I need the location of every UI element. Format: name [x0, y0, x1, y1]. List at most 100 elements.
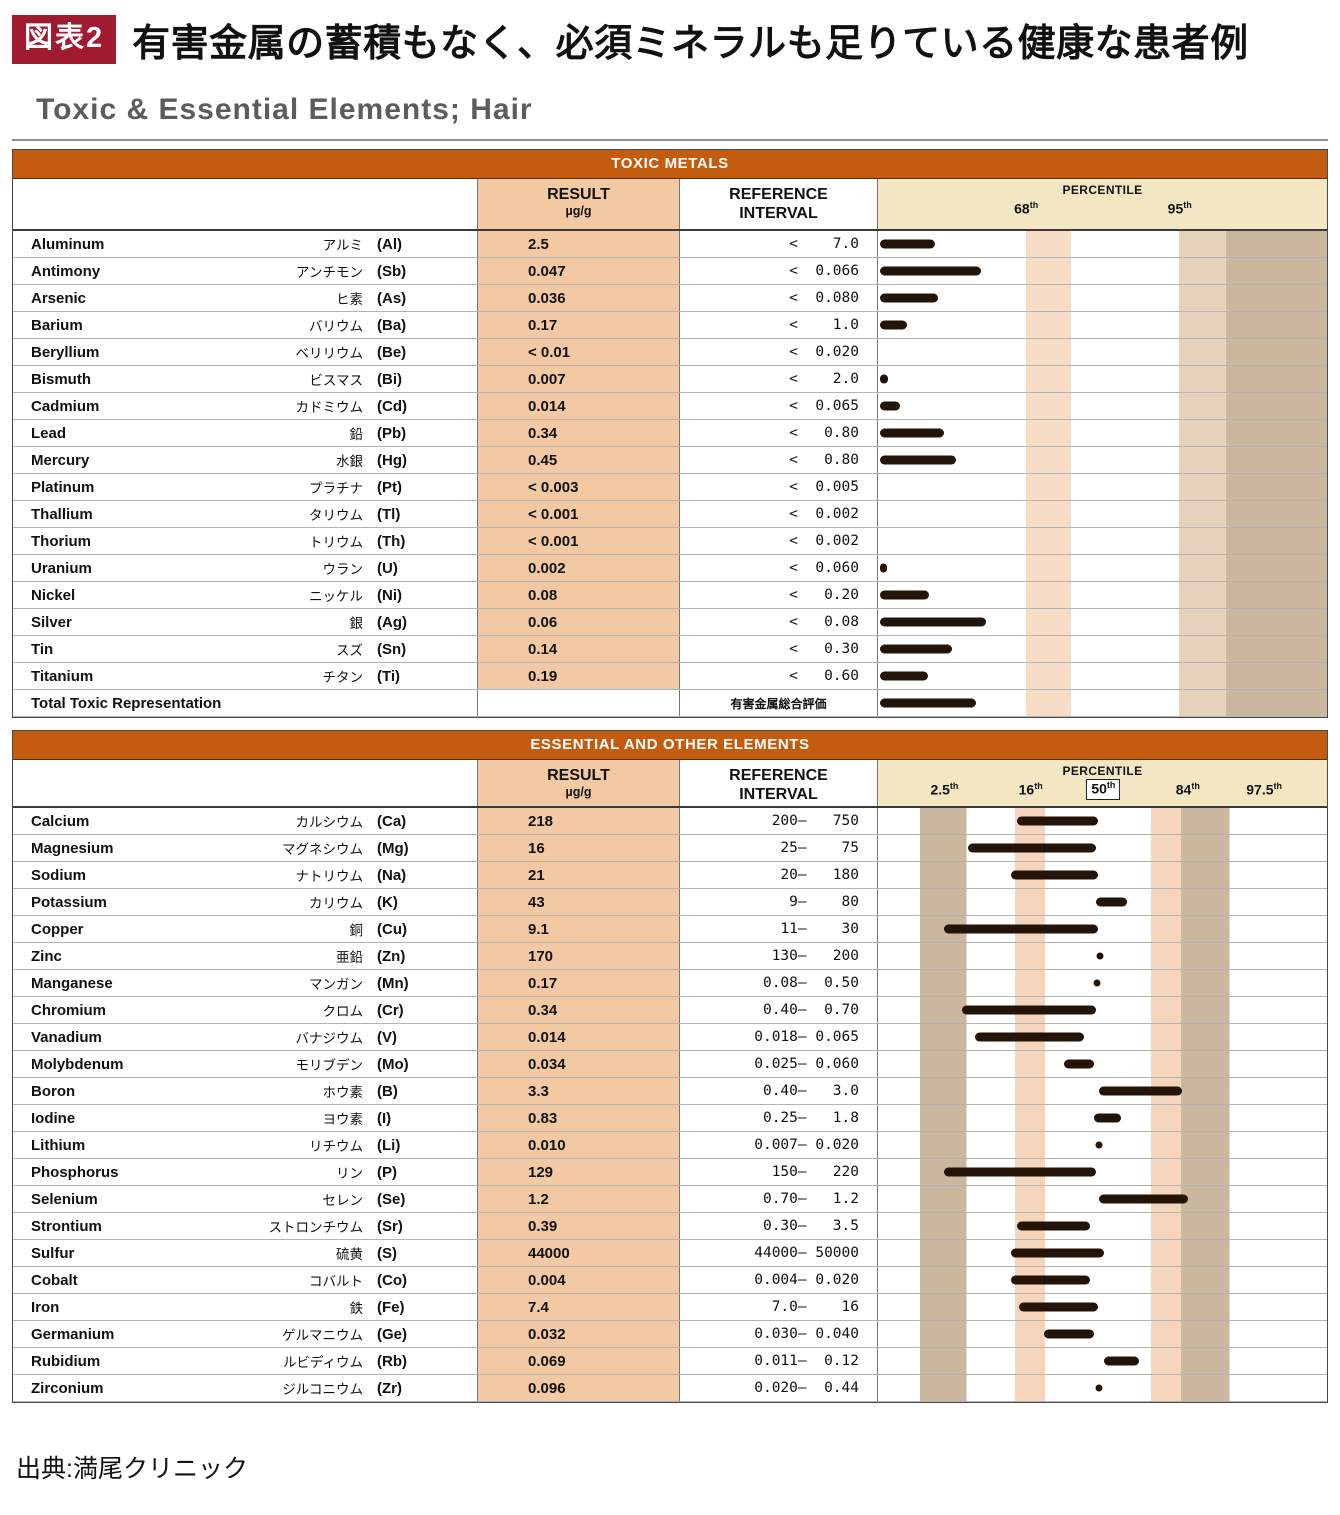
toxic-percentile-ticks: 68th 95th [878, 197, 1327, 225]
result-value: 0.034 [477, 1051, 679, 1077]
element-name: Manganese [31, 974, 113, 992]
essential-element-row: Molybdenum モリブデン (Mo) 0.034 0.025– 0.060 [13, 1051, 1327, 1078]
element-symbol: (Cu) [377, 920, 407, 938]
toxic-metal-row: Titanium チタン (Ti) 0.19 < 0.60 [13, 663, 1327, 690]
result-value: 0.17 [477, 970, 679, 996]
essential-column-header-row: RESULT µg/g REFERENCE INTERVAL PERCENTIL… [13, 760, 1327, 808]
element-name: Beryllium [31, 343, 100, 361]
element-name: Vanadium [31, 1028, 102, 1046]
element-symbol: (U) [377, 559, 398, 577]
element-name: Barium [31, 316, 83, 334]
result-value: 0.19 [477, 663, 679, 689]
essential-element-row: Chromium クロム (Cr) 0.34 0.40– 0.70 [13, 997, 1327, 1024]
percentile-tick: 84th [1175, 781, 1200, 798]
percentile-bar [879, 617, 987, 627]
element-name-jp: リン [336, 1166, 363, 1181]
percentile-chart [877, 970, 1327, 996]
total-toxic-row: Total Toxic Representation 有害金属総合評価 [13, 690, 1327, 717]
toxic-metal-row: Nickel ニッケル (Ni) 0.08 < 0.20 [13, 582, 1327, 609]
report-subtitle: Toxic & Essential Elements; Hair [36, 93, 533, 126]
element-symbol: (Ca) [377, 812, 407, 830]
element-symbol: (Mo) [377, 1055, 409, 1073]
essential-element-row: Cobalt コバルト (Co) 0.004 0.004– 0.020 [13, 1267, 1327, 1294]
element-symbol: (Li) [377, 1136, 401, 1154]
result-value: 218 [477, 808, 679, 834]
reference-interval: < 7.0 [679, 231, 877, 257]
percentile-bar [879, 698, 977, 708]
element-symbol: (Ag) [377, 613, 407, 631]
percentile-tick: 50th [1086, 779, 1121, 801]
reference-interval: 44000– 50000 [679, 1240, 877, 1266]
element-symbol: (Co) [377, 1271, 407, 1289]
reference-interval: < 0.002 [679, 528, 877, 554]
reference-label-line2: INTERVAL [739, 786, 818, 803]
total-toxic-label: Total Toxic Representation [31, 694, 222, 712]
percentile-chart [877, 1375, 1327, 1401]
percentile-bar [1104, 1356, 1140, 1366]
element-name: Silver [31, 613, 72, 631]
percentile-bar [1098, 1194, 1188, 1204]
element-name-jp: ニッケル [309, 589, 363, 604]
figure-title: 有害金属の蓄積もなく、必須ミネラルも足りている健康な患者例 [132, 23, 1249, 65]
result-value: < 0.001 [477, 528, 679, 554]
result-value: 1.2 [477, 1186, 679, 1212]
element-name-jp: ヨウ素 [322, 1112, 364, 1127]
element-symbol: (Rb) [377, 1352, 407, 1370]
toxic-metal-row: Barium バリウム (Ba) 0.17 < 1.0 [13, 312, 1327, 339]
reference-interval: 0.004– 0.020 [679, 1267, 877, 1293]
element-symbol: (Na) [377, 866, 407, 884]
percentile-bar [1098, 1086, 1183, 1096]
element-name-jp: ゲルマニウム [282, 1328, 363, 1343]
element-name: Zirconium [31, 1379, 104, 1397]
percentile-bar [879, 428, 945, 438]
reference-interval: 0.40– 0.70 [679, 997, 877, 1023]
element-symbol: (B) [377, 1082, 398, 1100]
essential-elements-section: ESSENTIAL AND OTHER ELEMENTS RESULT µg/g… [12, 730, 1328, 1403]
reference-interval: < 0.60 [679, 663, 877, 689]
percentile-chart [877, 1186, 1327, 1212]
percentile-bar [879, 374, 888, 384]
essential-element-row: Strontium ストロンチウム (Sr) 0.39 0.30– 3.5 [13, 1213, 1327, 1240]
reference-interval: < 0.060 [679, 555, 877, 581]
element-name-jp: 銅 [349, 923, 364, 938]
result-value: 9.1 [477, 916, 679, 942]
element-symbol: (Fe) [377, 1298, 405, 1316]
reference-interval: 0.70– 1.2 [679, 1186, 877, 1212]
reference-interval: 0.08– 0.50 [679, 970, 877, 996]
result-value: < 0.01 [477, 339, 679, 365]
toxic-metal-row: Tin スズ (Sn) 0.14 < 0.30 [13, 636, 1327, 663]
reference-interval: 7.0– 16 [679, 1294, 877, 1320]
percentile-bar [1017, 1221, 1091, 1231]
element-name-jp: モリブデン [295, 1058, 364, 1073]
reference-interval: < 2.0 [679, 366, 877, 392]
reference-interval: < 0.80 [679, 447, 877, 473]
result-value: 0.002 [477, 555, 679, 581]
percentile-chart [877, 1240, 1327, 1266]
percentile-chart [877, 312, 1327, 338]
essential-element-row: Germanium ゲルマニウム (Ge) 0.032 0.030– 0.040 [13, 1321, 1327, 1348]
reference-interval: 0.025– 0.060 [679, 1051, 877, 1077]
source-credit: 出典:満尾クリニック [16, 1455, 248, 1483]
result-value: 0.007 [477, 366, 679, 392]
toxic-metal-row: Thorium トリウム (Th) < 0.001 < 0.002 [13, 528, 1327, 555]
element-name: Boron [31, 1082, 76, 1100]
percentile-chart [877, 943, 1327, 969]
element-symbol: (Th) [377, 532, 406, 550]
reference-interval: 0.25– 1.8 [679, 1105, 877, 1131]
element-name: Molybdenum [31, 1055, 124, 1073]
essential-element-row: Lithium リチウム (Li) 0.010 0.007– 0.020 [13, 1132, 1327, 1159]
element-symbol: (Se) [377, 1190, 406, 1208]
percentile-chart [877, 339, 1327, 365]
result-value: 0.34 [477, 420, 679, 446]
toxic-metal-row: Aluminum アルミ (Al) 2.5 < 7.0 [13, 231, 1327, 258]
result-value: 0.45 [477, 447, 679, 473]
result-value: 0.14 [477, 636, 679, 662]
toxic-metal-row: Cadmium カドミウム (Cd) 0.014 < 0.065 [13, 393, 1327, 420]
essential-percentile-ticks: 2.5th 16th 50th 84th 97.5th [878, 778, 1327, 806]
element-name: Germanium [31, 1325, 115, 1343]
element-name-jp: アンチモン [296, 265, 363, 280]
percentile-bar [1063, 1059, 1094, 1069]
result-column-header: RESULT µg/g [477, 760, 679, 806]
element-name: Potassium [31, 893, 107, 911]
